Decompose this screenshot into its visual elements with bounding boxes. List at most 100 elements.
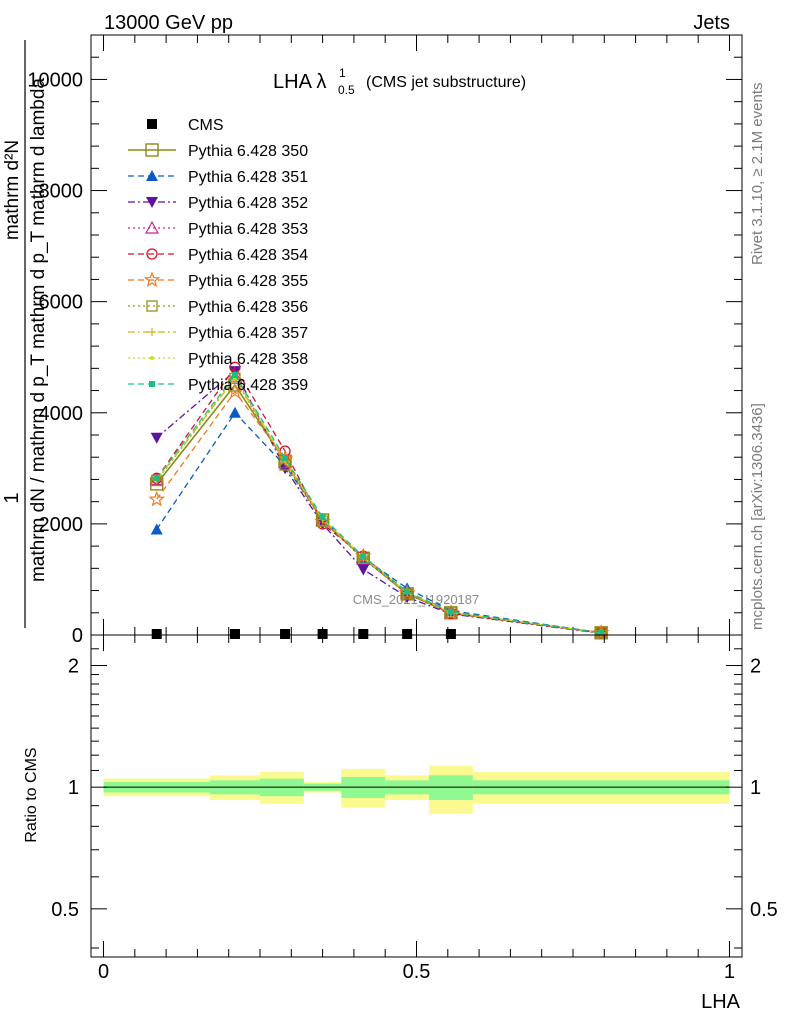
marker-small-square [153, 475, 160, 482]
title-sup: 1 [339, 66, 346, 80]
marker-filled-square [147, 119, 157, 129]
marker-filled-square [151, 629, 162, 639]
ratio-panel: 0.5 0.51 12 2 0 0.5 1 Ratio to CMS LHA [23, 634, 778, 1013]
ratio-y-tick-label: 2 [68, 656, 79, 678]
main-series [148, 361, 610, 640]
ratio-x-tick-label: 0 [98, 961, 109, 983]
ratio-y-label: Ratio to CMS [23, 747, 40, 842]
legend-label: Pythia 6.428 358 [188, 351, 308, 368]
legend-label: Pythia 6.428 350 [188, 143, 308, 160]
legend-label: Pythia 6.428 354 [188, 247, 308, 264]
legend-item: CMS [147, 117, 224, 134]
marker-open-triangle [144, 220, 160, 234]
legend-item: Pythia 6.428 352 [128, 195, 308, 212]
cms-points [151, 629, 456, 639]
marker-open-star [148, 490, 165, 507]
legend-label: CMS [188, 117, 224, 134]
svg-text:LHA λ: LHA λ [273, 71, 326, 93]
marker-small-square [282, 455, 289, 462]
marker-triangle-down [146, 197, 158, 208]
marker-filled-square [317, 629, 328, 639]
watermark: CMS_2021_I1920187 [353, 592, 480, 607]
legend-label: Pythia 6.428 352 [188, 195, 308, 212]
marker-open-square [146, 300, 158, 312]
main-y-tick-label: 0 [72, 625, 83, 647]
marker-filled-square [445, 629, 456, 639]
marker-open-star [143, 271, 161, 288]
main-y-tick-label: 2000 [39, 514, 84, 536]
marker-triangle-up [146, 170, 158, 181]
marker-open-square [357, 552, 369, 564]
main-y-tick-label: 6000 [39, 292, 84, 314]
marker-open-circle [146, 248, 158, 260]
main-x-ticks [103, 35, 730, 635]
marker-triangle-up [150, 523, 163, 535]
y-label-num: 1 [1, 492, 23, 503]
marker-small-square [319, 514, 326, 521]
marker-open-square [145, 143, 159, 157]
marker-small-square [149, 381, 155, 387]
series-Pythia-6_428-359 [153, 372, 605, 636]
legend-item: Pythia 6.428 350 [128, 143, 308, 160]
title-sub: 0.5 [338, 83, 355, 97]
mcplots-label: mcplots.cern.ch [arXiv:1306.3436] [749, 403, 766, 630]
x-axis-label: LHA [701, 991, 741, 1013]
legend-item: Pythia 6.428 353 [128, 220, 308, 238]
main-panel: 0 2000 4000 6000 8000 10000 CMS_2021_I1920187… [1, 34, 743, 647]
legend-item: Pythia 6.428 351 [128, 169, 308, 186]
header-right: Jets [693, 12, 730, 34]
series-line [156, 411, 602, 634]
ratio-bands [103, 765, 730, 814]
ratio-y-tick-label: 1 [68, 777, 79, 799]
marker-filled-square [358, 629, 369, 639]
legend-item: Pythia 6.428 354 [128, 247, 308, 264]
main-y-ticks: 0 2000 4000 6000 8000 10000 [27, 34, 742, 647]
main-y-label: 1 mathrm dN / mathrm d p_T mathrm d p_T … [1, 40, 49, 628]
ratio-x-tick-label: 1 [724, 961, 735, 983]
marker-small-square [598, 629, 605, 636]
y-label-num-top: mathrm d²N [2, 140, 23, 240]
marker-filled-square [280, 629, 291, 639]
legend-item: Pythia 6.428 356 [128, 299, 308, 316]
main-y-tick-label: 10000 [27, 69, 83, 91]
legend-item: Pythia 6.428 359 [128, 377, 308, 394]
marker-filled-square [402, 629, 413, 639]
rivet-label: Rivet 3.1.10, ≥ 2.1M events [749, 83, 766, 266]
legend-label: Pythia 6.428 351 [188, 169, 308, 186]
legend-item: Pythia 6.428 355 [128, 271, 308, 290]
ratio-x-ticks: 0 0.5 1 [98, 635, 735, 983]
title-suffix: (CMS jet substructure) [366, 74, 526, 91]
marker-triangle-up [228, 406, 241, 418]
legend-label: Pythia 6.428 357 [188, 325, 308, 342]
marker-small-dot [150, 356, 154, 360]
legend-item: Pythia 6.428 357 [128, 325, 308, 342]
ratio-y-ticks: 0.5 0.5 1 1 2 2 [51, 648, 778, 949]
legend-label: Pythia 6.428 353 [188, 221, 308, 238]
ratio-y-tick-label-right: 0.5 [750, 899, 778, 921]
marker-triangle-down [150, 432, 163, 444]
ratio-y-tick-label-right: 2 [750, 656, 761, 678]
marker-small-square [231, 372, 238, 378]
marker-small-square [360, 553, 367, 560]
main-title: LHA λ 1 0.5 (CMS jet substructure) [273, 66, 526, 97]
main-y-tick-label: 8000 [39, 181, 84, 203]
series-line [156, 373, 602, 634]
marker-open-star [226, 383, 244, 399]
ratio-x-tick-label: 0.5 [403, 961, 431, 983]
marker-filled-square [229, 629, 240, 639]
ratio-y-tick-label-right: 1 [750, 777, 761, 799]
series-line [156, 370, 602, 634]
main-y-tick-label: 4000 [39, 403, 84, 425]
y-label-den: mathrm dN / mathrm d p_T mathrm d p_T ma… [28, 78, 49, 582]
header-left: 13000 GeV pp [104, 12, 233, 34]
ratio-y-tick-label: 0.5 [51, 899, 79, 921]
marker-small-square [404, 588, 411, 595]
series-line [156, 377, 602, 634]
legend: CMS Pythia 6.428 350 Pythia 6.428 351 Pythi… [128, 117, 308, 394]
legend-label: Pythia 6.428 355 [188, 273, 308, 290]
legend-item: Pythia 6.428 358 [128, 351, 308, 368]
marker-triangle-down [357, 564, 370, 576]
legend-label: Pythia 6.428 359 [188, 377, 308, 394]
legend-label: Pythia 6.428 356 [188, 299, 308, 316]
